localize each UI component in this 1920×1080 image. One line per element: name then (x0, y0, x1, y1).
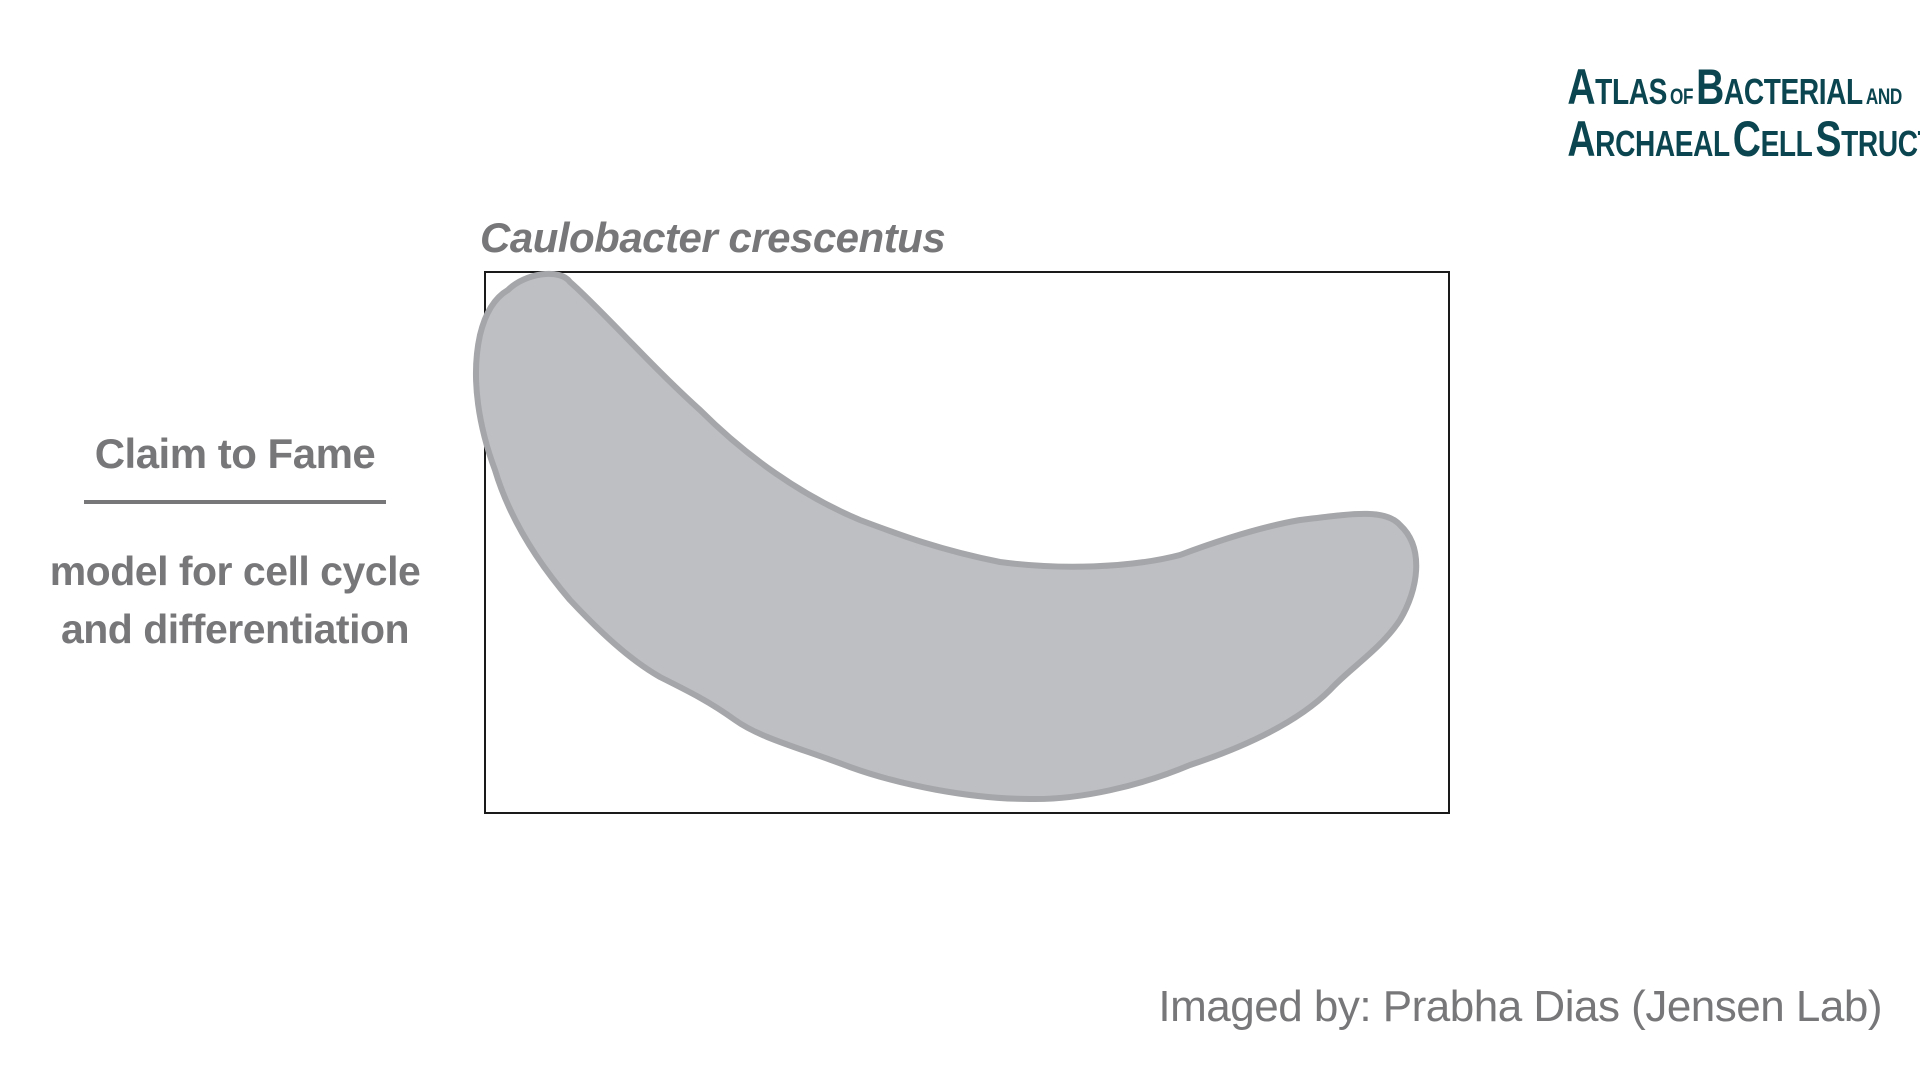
logo-line-2: ARCHAEAL CELL STRUCTURE (1567, 111, 1920, 167)
claim-heading: Claim to Fame (94, 430, 376, 477)
atlas-logo: ATLAS OF BACTERIAL AND ARCHAEAL CELL STR… (1530, 59, 1920, 167)
claim-to-fame: Claim to Fame model for cell cycle and d… (30, 430, 440, 658)
claim-text-line-2: and differentiation (60, 606, 410, 652)
claim-text: model for cell cycle and differentiation (30, 542, 440, 658)
logo-line-1: ATLAS OF BACTERIAL AND (1567, 59, 1902, 115)
imaging-credit: Imaged by: Prabha Dias (Jensen Lab) (1158, 982, 1882, 1031)
claim-divider (84, 500, 386, 504)
image-frame (484, 271, 1450, 814)
species-title: Caulobacter crescentus (480, 214, 946, 261)
claim-text-line-1: model for cell cycle (49, 548, 421, 594)
